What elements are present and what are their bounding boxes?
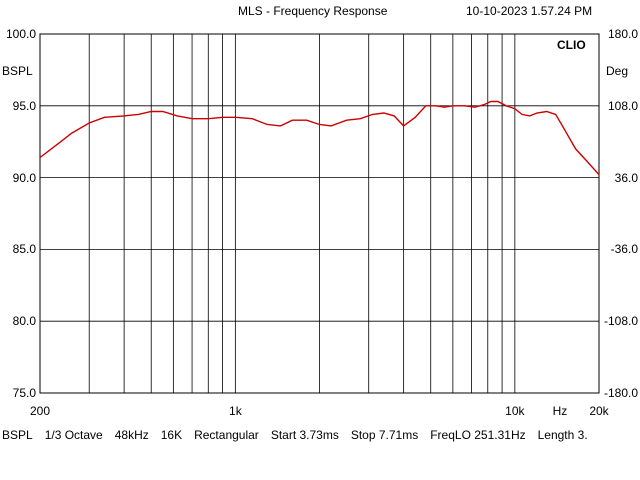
measurement-footer: BSPL 1/3 Octave 48kHz 16K Rectangular Start 3…: [2, 428, 600, 442]
y2-tick-label: 180.0: [607, 27, 638, 41]
y2-tick-label: -36.0: [610, 242, 638, 257]
y2-tick-label: 36.0: [614, 170, 638, 185]
y2-tick-label: 108.0: [607, 98, 638, 113]
x-tick-label: 1k: [229, 404, 242, 418]
clio-brand: CLIO: [557, 38, 586, 52]
y-tick-label: 85.0: [12, 242, 36, 257]
x-tick-label: 200: [29, 404, 51, 418]
y-tick-label: 95.0: [12, 98, 36, 113]
y2-tick-label: -108.0: [603, 314, 638, 329]
timestamp: 10-10-2023 1.57.24 PM: [466, 4, 593, 18]
footer-item: 16K: [160, 428, 183, 442]
spl-trace: [39, 100, 600, 176]
y-tick-label: 100.0: [5, 27, 36, 41]
y-tick-label: 75.0: [12, 386, 36, 400]
footer-item: FreqLO 251.31Hz: [430, 428, 526, 442]
footer-item: 48kHz: [114, 428, 149, 442]
footer-item: 1/3 Octave: [44, 428, 103, 442]
y2-tick-label: -180.0: [603, 386, 638, 400]
x-tick-label: 20k: [589, 404, 609, 418]
footer-item: Length 3.: [537, 428, 588, 442]
y-axis-label: BSPL: [2, 64, 33, 78]
footer-item: Start 3.73ms: [270, 428, 339, 442]
y-tick-label: 80.0: [12, 314, 36, 329]
plot-frame: [39, 33, 600, 394]
y2-axis-label: Deg: [606, 64, 629, 78]
chart-title: MLS - Frequency Response: [238, 4, 388, 18]
footer-item: BSPL: [2, 428, 33, 442]
vertical-grid: [88, 34, 516, 393]
footer-item: Stop 7.71ms: [350, 428, 419, 442]
y-tick-label: 90.0: [12, 170, 36, 185]
x-tick-label: Hz: [552, 404, 568, 418]
x-tick-label: 10k: [505, 404, 525, 418]
footer-item: Rectangular: [194, 428, 259, 442]
